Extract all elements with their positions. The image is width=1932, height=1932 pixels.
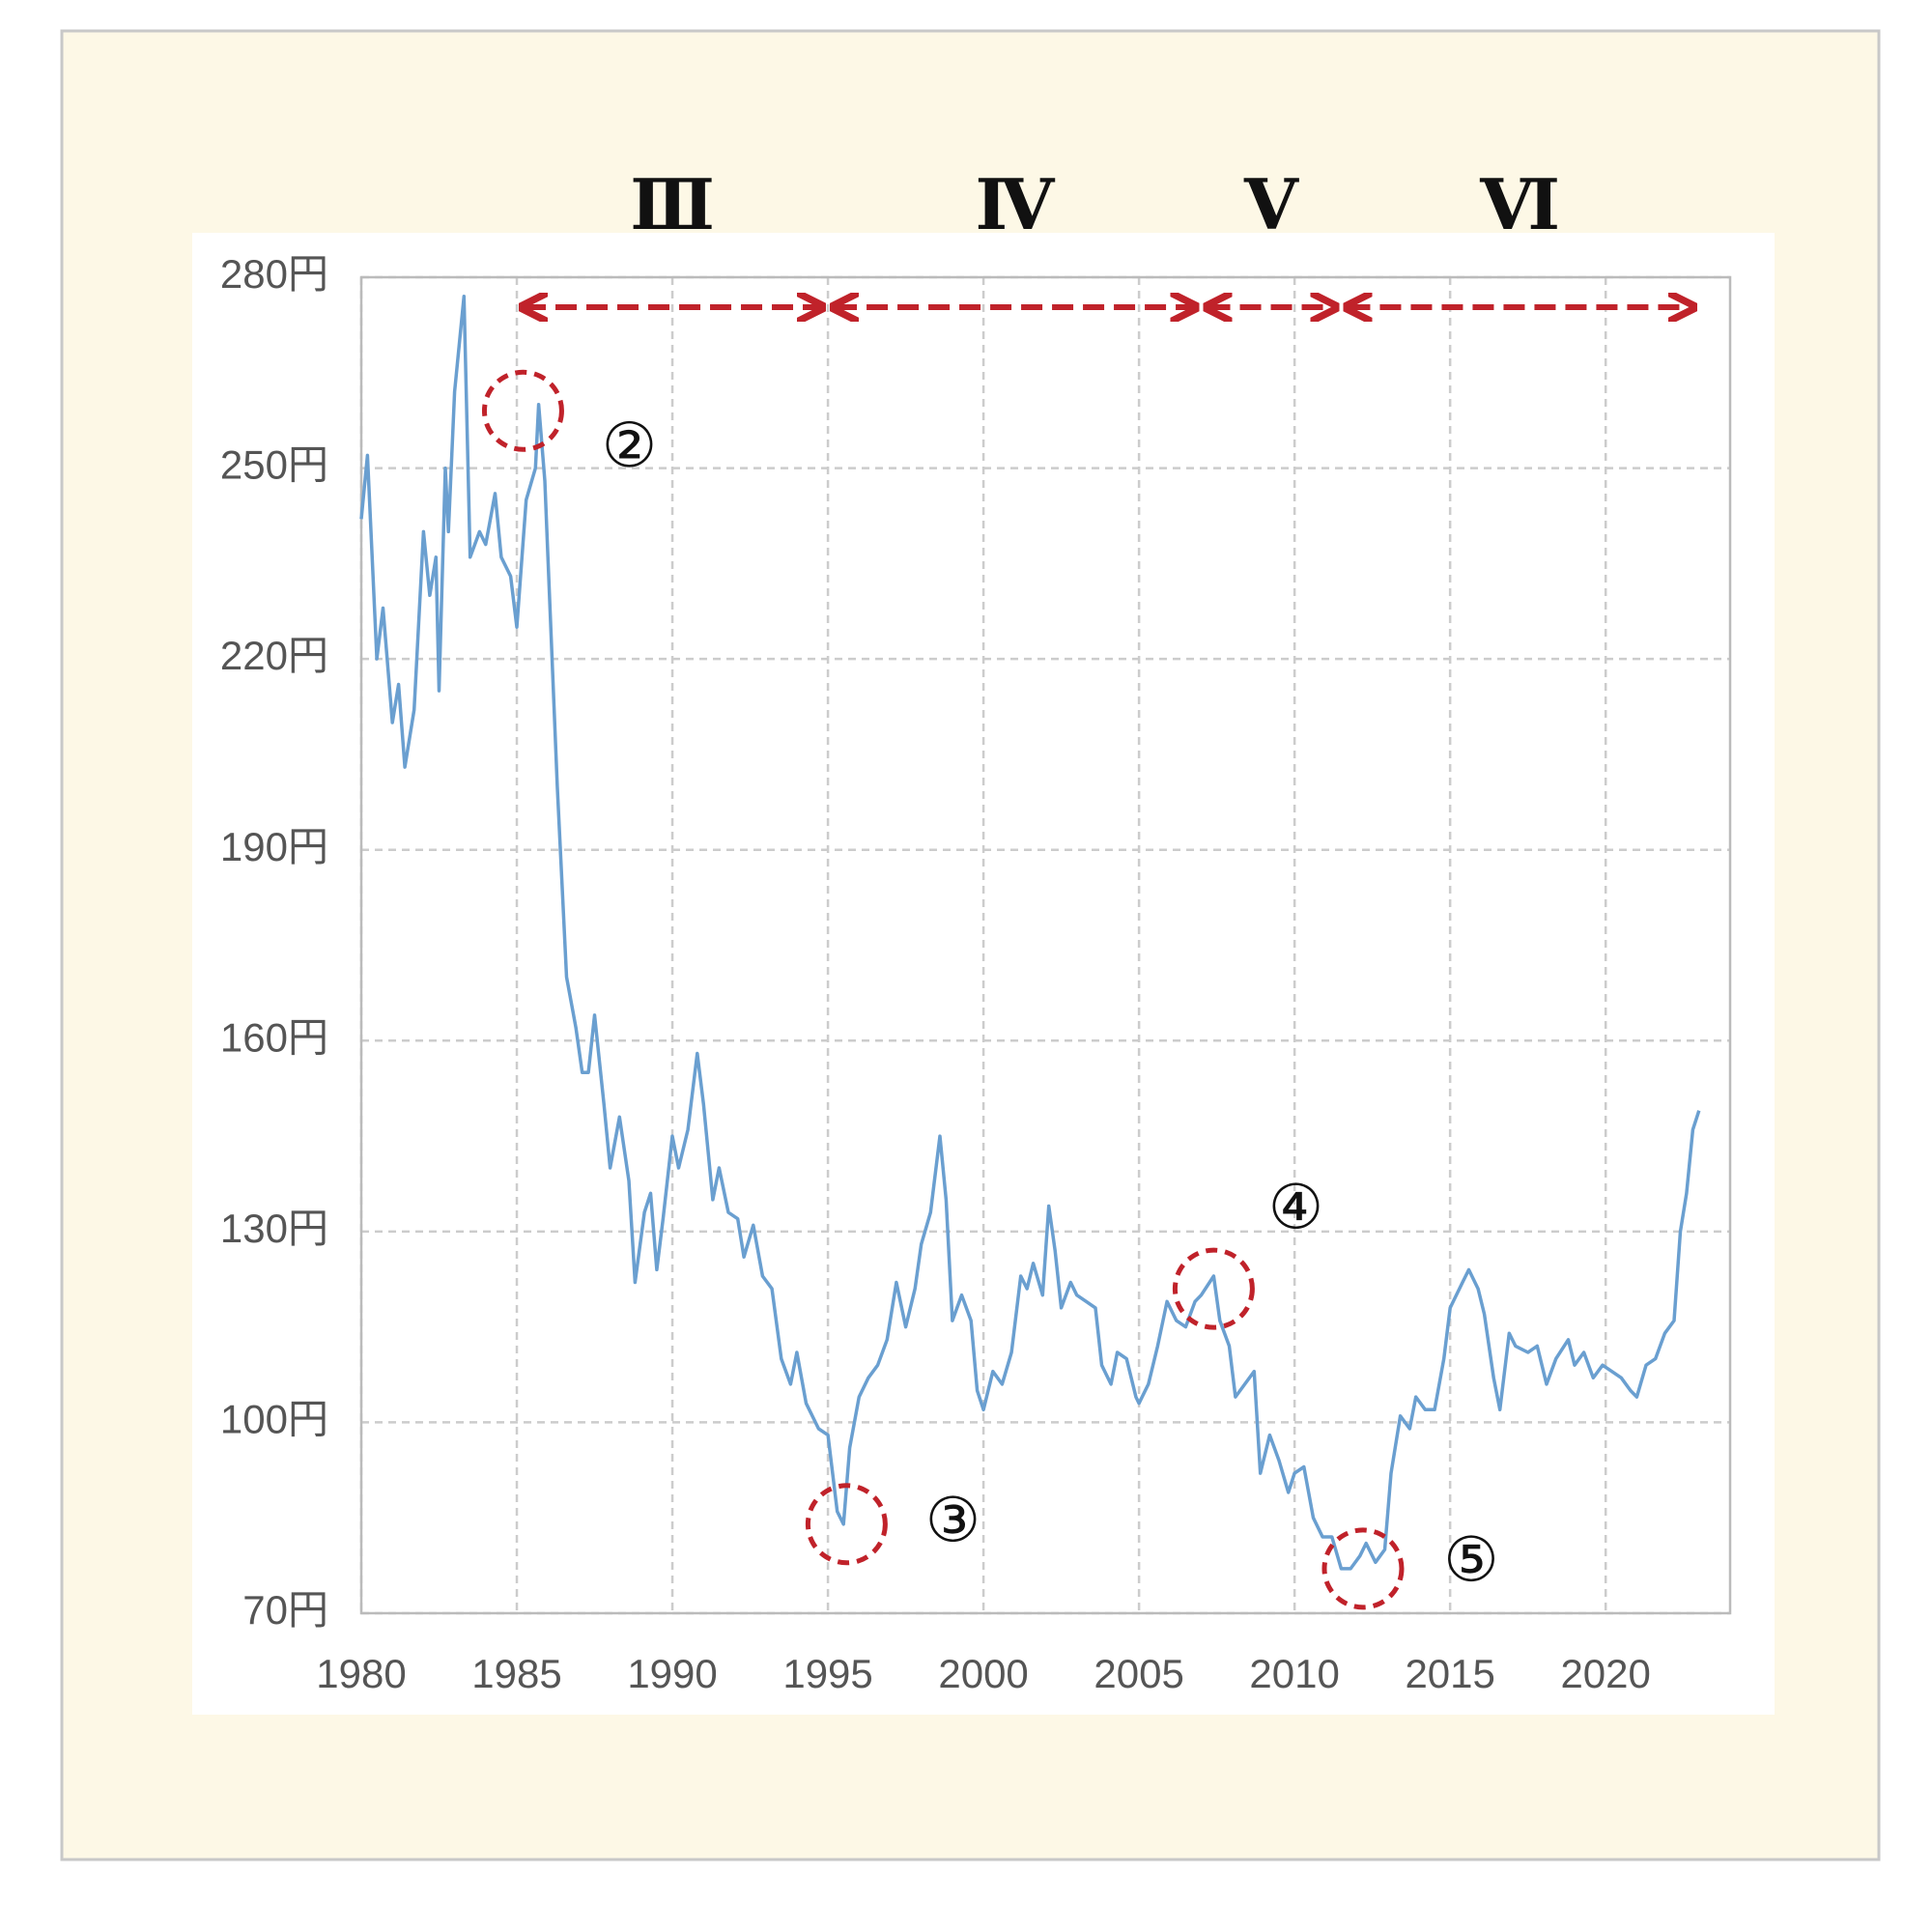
y-tick-label: 280円	[220, 251, 328, 297]
y-tick-label: 250円	[220, 442, 328, 488]
annotation-label: ④	[1268, 1173, 1323, 1244]
y-tick-label: 220円	[220, 633, 328, 678]
x-tick-label: 2005	[1094, 1651, 1183, 1696]
annotation-label: ②	[602, 411, 657, 482]
x-tick-label: 1980	[316, 1651, 406, 1696]
annotation-label: ③	[925, 1485, 980, 1556]
period-label: Ⅳ	[975, 163, 1055, 245]
annotation-circle	[481, 369, 564, 452]
annotation-circle	[1172, 1247, 1255, 1330]
x-tick-label: 2000	[938, 1651, 1028, 1696]
x-tick-label: 2010	[1249, 1651, 1339, 1696]
period-label: Ⅵ	[1479, 163, 1560, 245]
y-tick-label: 190円	[220, 824, 328, 869]
y-tick-label: 70円	[242, 1587, 328, 1633]
y-tick-label: 160円	[220, 1014, 328, 1060]
period-label: Ⅴ	[1243, 163, 1299, 245]
annotation-label: ⑤	[1443, 1524, 1498, 1596]
x-tick-label: 1995	[782, 1651, 872, 1696]
period-label: Ⅲ	[630, 163, 715, 245]
y-tick-label: 130円	[220, 1206, 328, 1251]
plot-border	[359, 275, 1732, 1615]
annotation-circle	[1321, 1527, 1405, 1610]
x-tick-label: 1990	[627, 1651, 717, 1696]
x-tick-label: 1985	[471, 1651, 561, 1696]
line-series	[359, 295, 1701, 1571]
x-tick-label: 2015	[1405, 1651, 1494, 1696]
y-tick-label: 100円	[220, 1397, 328, 1442]
annotation-circle	[805, 1483, 888, 1566]
x-tick-label: 2020	[1560, 1651, 1650, 1696]
